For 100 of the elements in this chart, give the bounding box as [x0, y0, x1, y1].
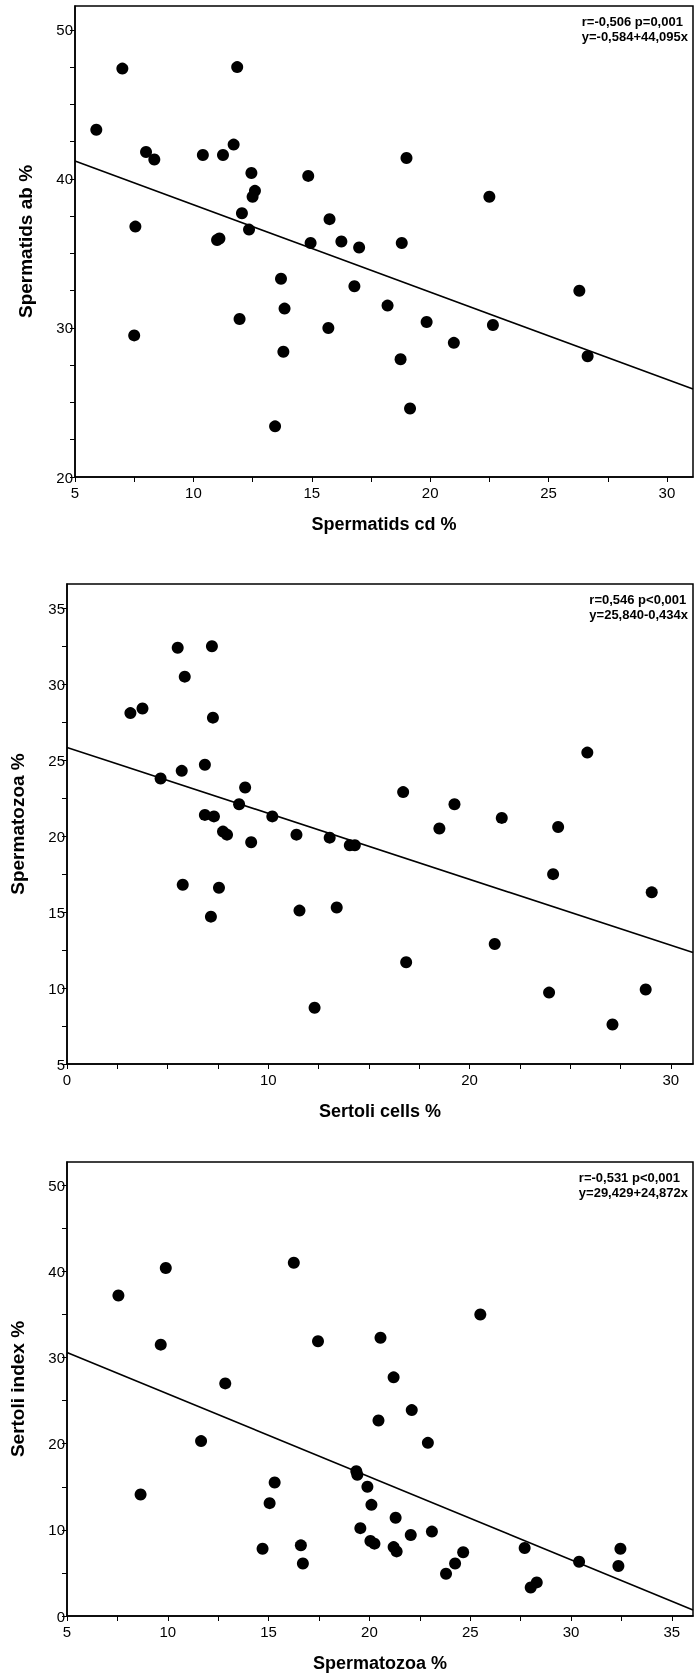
point [204, 910, 217, 923]
point [552, 821, 565, 834]
point [296, 1557, 309, 1570]
point [547, 868, 560, 881]
x-axis-title: Spermatozoa % [312, 1653, 448, 1673]
y-axis-title: Spermatozoa % [7, 753, 28, 895]
point [269, 420, 282, 433]
point [294, 1539, 307, 1552]
point [518, 1541, 531, 1554]
point [447, 336, 460, 349]
y-tick-label: 30 [48, 1349, 65, 1367]
y-tick-label: 30 [48, 675, 65, 693]
point [217, 149, 229, 162]
x-tick-label: 20 [461, 1071, 478, 1088]
point [287, 1256, 300, 1269]
point [421, 1436, 434, 1449]
point [394, 353, 407, 366]
y-tick-label: 50 [48, 1176, 65, 1194]
y-axis-title: Spermatids ab % [15, 164, 36, 319]
annotation: r=0,546 p<0,001 [589, 592, 687, 607]
x-tick-label: 35 [663, 1623, 681, 1640]
point [140, 146, 153, 159]
point [389, 1511, 402, 1524]
point [196, 149, 209, 162]
point [154, 772, 167, 785]
annotation: y=-0,584+44,095x [581, 29, 689, 44]
point [457, 1546, 470, 1559]
point [381, 299, 394, 312]
x-axis-title: Spermatids cd % [311, 514, 457, 534]
x-tick-label: 10 [159, 1623, 177, 1640]
point [227, 138, 240, 151]
point [219, 1377, 232, 1390]
y-tick-label: 10 [48, 1521, 65, 1539]
x-tick-label: 10 [259, 1071, 277, 1088]
point [335, 235, 348, 248]
point [474, 1308, 487, 1321]
x-axis-title: Sertoli cells % [318, 1101, 442, 1121]
point [154, 1338, 167, 1351]
point [207, 810, 220, 823]
point [128, 329, 141, 342]
x-tick-label: 25 [461, 1623, 479, 1640]
point [175, 764, 188, 777]
x-tick-label: 15 [260, 1623, 277, 1640]
point [268, 1476, 281, 1489]
point [387, 1371, 400, 1384]
point [488, 938, 501, 950]
point [195, 1435, 208, 1448]
y-tick-label: 40 [56, 170, 73, 188]
point [231, 61, 244, 74]
point [433, 822, 446, 835]
point [116, 62, 129, 75]
y-tick-label: 15 [48, 903, 65, 921]
point [256, 1542, 269, 1555]
point [304, 236, 317, 249]
y-axis-title: Sertoli index % [7, 1320, 28, 1458]
point [330, 901, 343, 914]
point [390, 1545, 403, 1558]
point [233, 798, 246, 811]
point [448, 798, 461, 811]
point [159, 1261, 172, 1274]
point [581, 350, 594, 363]
point [221, 828, 234, 841]
point [263, 1497, 276, 1510]
point [606, 1018, 619, 1031]
point [235, 207, 248, 220]
point [495, 811, 508, 824]
point [573, 284, 586, 297]
point [245, 836, 258, 849]
point [205, 640, 218, 653]
point [395, 236, 408, 249]
x-tick-label: 10 [185, 484, 202, 501]
point [372, 1414, 385, 1427]
point [354, 1522, 367, 1535]
point [136, 702, 149, 715]
point [374, 1331, 387, 1344]
point [361, 1480, 374, 1493]
x-tick-label: 30 [562, 1623, 580, 1640]
point [171, 641, 184, 654]
point [212, 881, 225, 894]
point [400, 956, 413, 969]
y-tick-label: 0 [56, 1607, 65, 1625]
point [353, 241, 366, 254]
point [178, 670, 191, 683]
point [614, 1542, 627, 1555]
point [176, 878, 189, 891]
point [233, 313, 246, 325]
point [198, 758, 211, 771]
point [365, 1498, 378, 1511]
annotation: r=-0,531 p<0,001 [578, 1170, 681, 1185]
x-tick-label: 20 [361, 1623, 378, 1640]
y-tick-label: 25 [48, 751, 65, 769]
y-tick-label: 40 [48, 1262, 65, 1280]
point [322, 321, 335, 334]
point [440, 1567, 453, 1580]
point [645, 886, 658, 899]
x-tick-label: 30 [662, 1071, 680, 1088]
x-tick-label: 25 [540, 484, 557, 501]
point [293, 904, 306, 917]
y-tick-label: 10 [48, 979, 65, 997]
point [486, 318, 499, 331]
